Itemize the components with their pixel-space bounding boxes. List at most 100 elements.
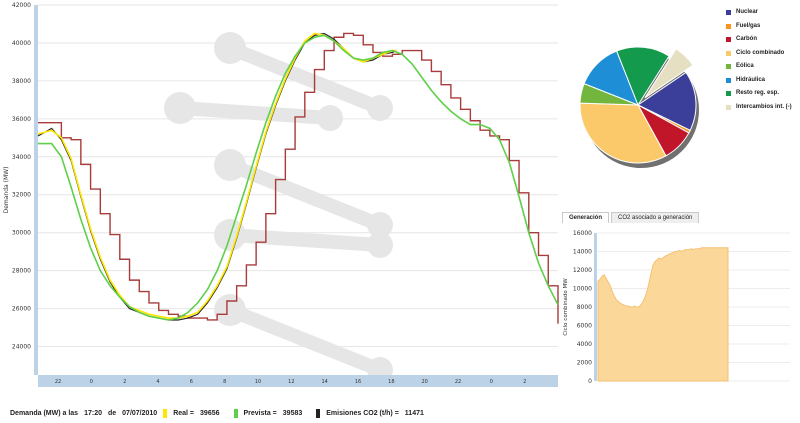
legend-swatch (726, 77, 731, 83)
series-line-2 (37, 32, 397, 319)
area-y-tick-label: 16000 (573, 230, 592, 237)
y-tick-label: 26000 (12, 306, 31, 313)
area-y-tick-label: 4000 (577, 341, 592, 348)
y-tick-label: 30000 (12, 230, 31, 237)
y-tick-label: 40000 (12, 40, 31, 47)
co2-value: 11471 (404, 410, 424, 417)
status-date: 07/07/2010 (122, 410, 158, 417)
area-y-axis-label: Ciclo combinado MW (563, 278, 569, 336)
pie-slice-1 (637, 104, 691, 134)
prevista-label: Prevista = (243, 410, 277, 417)
x-tick-label: 16 (355, 379, 361, 385)
series-line-0 (38, 32, 559, 324)
prevista-swatch (233, 409, 238, 418)
legend-label: Carbón (736, 36, 757, 42)
legend-label: Ciclo combinado (736, 49, 785, 56)
y-tick-label: 38000 (12, 78, 31, 85)
y-tick-label: 32000 (12, 192, 31, 199)
y-axis-label: Demanda (MW) (3, 167, 10, 214)
area-y-tick-label: 8000 (577, 304, 592, 311)
area-y-tick-label: 10000 (573, 286, 592, 293)
legend-label: Resto reg. esp. (736, 90, 780, 96)
tab-generacion[interactable]: Generación (562, 212, 610, 223)
legend-item: Carbón (726, 33, 792, 47)
pie-legend: Nuclear Fuel/gas Carbón Ciclo combinado Eóli… (726, 6, 792, 114)
watermark-node (317, 105, 343, 131)
legend-swatch (726, 104, 731, 110)
y-tick-label: 42000 (12, 2, 31, 9)
x-tick-label: 2 (123, 379, 126, 385)
watermark-node (214, 219, 246, 251)
area-y-tick-label: 14000 (573, 249, 592, 256)
watermark-logo (164, 32, 393, 383)
status-bar: Demanda (MW) a las 17:20 de 07/07/2010 R… (10, 409, 430, 418)
real-swatch (163, 409, 168, 418)
legend-swatch (726, 37, 731, 43)
x-tick-label: 14 (321, 379, 327, 385)
y-tick-label: 28000 (12, 268, 31, 275)
x-tick-label: 22 (55, 379, 61, 385)
status-time: 17:20 (84, 410, 102, 417)
area-y-tick-label: 12000 (573, 267, 592, 274)
y-tick-label: 36000 (12, 116, 31, 123)
x-tick-label: 8 (223, 379, 226, 385)
watermark-node (214, 294, 246, 326)
tab-co2[interactable]: CO2 asociado a generación (611, 212, 700, 223)
watermark-node (164, 92, 196, 124)
co2-label: Emisiones CO2 (t/h) = (326, 410, 399, 417)
demanda-label: Demanda (MW) a las (10, 410, 79, 417)
legend-label: Fuel/gas (736, 22, 761, 29)
x-tick-label: 18 (388, 379, 394, 385)
pie-slice-6 (615, 46, 670, 107)
real-value: 39656 (200, 410, 220, 417)
legend-label: Intercambios int. (-) (736, 103, 792, 110)
legend-swatch (726, 91, 731, 97)
y-tick-label: 24000 (12, 344, 31, 351)
area-y-tick-label: 0 (588, 378, 592, 385)
series-line-3 (38, 34, 559, 321)
watermark-node (367, 95, 393, 121)
y-tick-label: 34000 (12, 154, 31, 161)
legend-swatch (726, 23, 731, 29)
co2-swatch (316, 409, 321, 418)
pie-slice-5 (583, 50, 639, 106)
area-y-axis-bar (594, 233, 597, 381)
prevista-value: 39583 (282, 410, 303, 417)
series-line-1 (37, 32, 397, 321)
legend-label: Eólica (736, 63, 754, 69)
pie-slice-2 (636, 103, 690, 157)
x-axis-bar (38, 375, 558, 387)
watermark-node (367, 357, 393, 383)
legend-swatch (726, 50, 731, 56)
x-tick-label: 0 (490, 379, 493, 385)
watermark-node (367, 232, 393, 258)
pie-shadow (583, 52, 699, 168)
watermark-bar (223, 41, 387, 115)
x-tick-label: 0 (90, 379, 93, 385)
watermark-bar (223, 303, 387, 377)
pie-slice-4 (579, 82, 639, 106)
x-tick-label: 2 (523, 379, 526, 385)
area-y-tick-label: 2000 (577, 360, 592, 367)
x-tick-label: 12 (288, 379, 294, 385)
watermark-node (367, 212, 393, 238)
watermark-bar (223, 228, 387, 252)
legend-label: Hidráulica (736, 76, 766, 83)
legend-swatch (726, 10, 731, 16)
legend-item: Nuclear (726, 6, 792, 20)
y-axis-bar (34, 5, 38, 375)
legend-item: Hidráulica (726, 74, 792, 88)
legend-swatch (726, 64, 731, 70)
x-tick-label: 20 (421, 379, 427, 385)
area-plot-bg (598, 233, 790, 381)
pie-slice-0 (637, 71, 697, 132)
watermark-node (214, 149, 246, 181)
x-tick-label: 10 (255, 379, 261, 385)
pie-slice-3 (579, 102, 667, 164)
watermark-bar (173, 101, 337, 125)
area-fill (597, 247, 729, 382)
x-tick-label: 4 (156, 379, 159, 385)
legend-item: Resto reg. esp. (726, 87, 792, 101)
watermark-bar (223, 158, 387, 232)
pie-slice-7 (644, 48, 694, 99)
